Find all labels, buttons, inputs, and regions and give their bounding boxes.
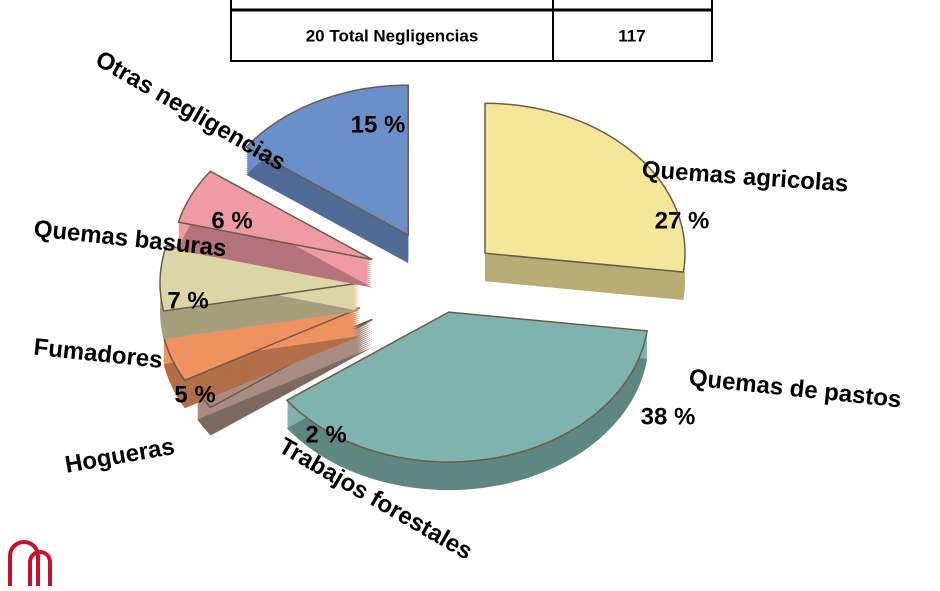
slice-label: Quemas de pastos: [688, 364, 903, 413]
value-label: 7 %: [167, 287, 208, 314]
slice-label: Quemas agricolas: [641, 156, 849, 197]
value-label: 27 %: [655, 207, 710, 234]
table-cell: 20 Total Negligencias: [306, 26, 479, 45]
slice: [177, 170, 373, 288]
slice: [484, 102, 686, 301]
slice-side-shade: [197, 347, 373, 436]
slice-label: Hogueras: [63, 433, 177, 479]
value-label: 38 %: [641, 403, 696, 430]
slice: [159, 244, 361, 340]
table-cell: 117: [618, 26, 645, 45]
value-label: 6 %: [211, 207, 252, 234]
table: 20 Total Negligencias 117: [230, 0, 713, 62]
slice-label: Fumadores: [32, 334, 163, 374]
logo: [8, 540, 52, 586]
table-frame: [230, 0, 713, 62]
pie-chart: [159, 84, 686, 491]
value-label: 2 %: [305, 421, 346, 448]
slice-top: [484, 102, 686, 273]
slice-side-shade: [163, 336, 361, 409]
logo-shape: [8, 540, 40, 586]
value-label: 15 %: [351, 111, 406, 138]
slice: [245, 84, 409, 264]
slice-top: [245, 84, 409, 237]
slice-label: Otras negligencias: [91, 46, 290, 177]
slice-top: [285, 311, 649, 463]
slice-top: [159, 244, 361, 312]
slice: [162, 307, 361, 409]
value-label: 5 %: [174, 381, 215, 408]
slice-top: [177, 170, 373, 261]
logo-shape: [28, 550, 52, 586]
slice: [285, 311, 649, 491]
